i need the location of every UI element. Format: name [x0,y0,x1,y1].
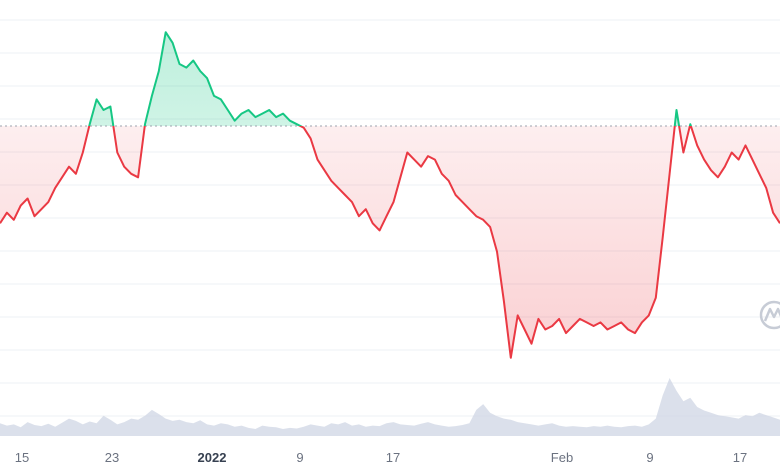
fill-below-baseline [0,126,780,358]
price-line-down [0,126,780,359]
x-tick-label: 17 [386,450,400,465]
x-tick-label: Feb [551,450,573,465]
volume-area [0,378,780,436]
price-fill [0,32,780,358]
volume-area-shape [0,378,780,436]
price-line [0,31,780,359]
x-tick-label: 9 [296,450,303,465]
x-tick-label: 17 [733,450,747,465]
fill-above-baseline [0,32,780,126]
watermark-logo [759,300,780,330]
x-axis-ticks: 15 23 2022 9 17 Feb 9 17 [15,450,747,465]
x-tick-label: 2022 [198,450,227,465]
x-tick-label: 23 [105,450,119,465]
x-tick-label: 9 [646,450,653,465]
x-tick-label: 15 [15,450,29,465]
